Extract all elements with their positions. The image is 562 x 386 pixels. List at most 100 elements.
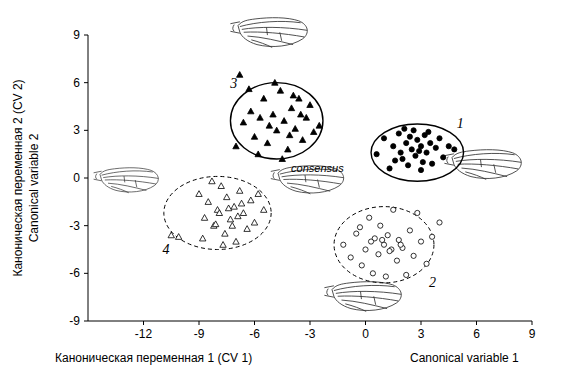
point xyxy=(290,92,296,98)
point xyxy=(225,205,231,211)
point xyxy=(311,129,317,135)
wing-vein xyxy=(291,187,311,194)
point xyxy=(368,239,373,244)
wing-icon xyxy=(444,150,521,180)
point xyxy=(428,140,433,145)
wing-crossvein xyxy=(361,292,376,305)
point xyxy=(418,239,423,244)
point xyxy=(430,234,435,239)
group-label: 1 xyxy=(457,116,464,131)
point xyxy=(424,261,429,266)
point xyxy=(261,95,267,101)
wing-vein xyxy=(251,40,272,48)
point xyxy=(316,122,322,128)
point xyxy=(237,72,243,78)
wing-outline xyxy=(100,168,158,192)
wing-vein xyxy=(345,304,366,312)
y-tick-label: -9 xyxy=(69,314,80,328)
x-tick xyxy=(143,321,144,325)
wing-outline xyxy=(452,150,521,179)
x-tick xyxy=(310,321,311,325)
point xyxy=(248,108,254,114)
wing-vein xyxy=(102,171,153,175)
point xyxy=(246,86,252,92)
point xyxy=(292,126,298,132)
chart: -12-9-6-30369-9-6-30369Каноническая пере… xyxy=(0,0,562,386)
point xyxy=(405,163,410,168)
point xyxy=(402,126,407,131)
point xyxy=(299,137,305,143)
y-tick xyxy=(84,178,88,179)
point xyxy=(387,248,392,253)
point xyxy=(413,153,418,158)
point xyxy=(348,255,353,260)
y-axis-label: Каноническая переменная 2 (CV 2) xyxy=(11,79,25,276)
point xyxy=(378,223,383,228)
point xyxy=(398,150,403,155)
x-tick-label: 9 xyxy=(529,327,536,341)
wing-vein xyxy=(103,176,158,179)
point xyxy=(396,131,401,136)
point xyxy=(212,221,218,227)
point xyxy=(255,191,261,197)
wing-icon xyxy=(230,18,307,48)
point xyxy=(426,129,431,134)
wing-crossvein xyxy=(305,175,319,188)
point xyxy=(240,210,246,216)
group-label: 4 xyxy=(162,242,169,257)
confidence-ellipse xyxy=(371,124,464,181)
point xyxy=(376,252,381,257)
point xyxy=(251,219,257,225)
y-tick-label: -3 xyxy=(69,219,80,233)
point xyxy=(175,234,181,240)
y-tick xyxy=(84,273,88,274)
y-tick-label: 3 xyxy=(73,123,80,137)
point xyxy=(400,156,405,161)
point xyxy=(229,222,235,228)
point xyxy=(279,156,285,162)
point xyxy=(417,148,422,153)
wing-vein xyxy=(242,27,308,30)
y-tick-label: 6 xyxy=(73,76,80,90)
point xyxy=(307,102,313,108)
wing-vein xyxy=(334,285,395,290)
point xyxy=(205,199,211,205)
point xyxy=(261,207,267,213)
point xyxy=(391,207,396,212)
wing-base xyxy=(271,170,280,181)
x-tick xyxy=(476,321,477,325)
point xyxy=(374,152,379,157)
x-tick xyxy=(421,321,422,325)
point xyxy=(409,147,414,152)
point xyxy=(274,127,280,133)
series-2 xyxy=(334,207,442,283)
y-tick-label: 0 xyxy=(73,171,80,185)
x-tick-label: -9 xyxy=(194,327,205,341)
series-1 xyxy=(371,124,464,181)
y-tick-label: -6 xyxy=(69,266,80,280)
y-tick-label: 9 xyxy=(73,28,80,42)
point xyxy=(446,144,451,149)
x-tick-label: 3 xyxy=(418,327,425,341)
point xyxy=(367,215,372,220)
wing-base xyxy=(230,22,240,33)
point xyxy=(266,122,272,128)
point xyxy=(452,147,457,152)
point xyxy=(415,137,420,142)
point xyxy=(231,203,237,209)
point xyxy=(437,220,442,225)
point xyxy=(286,132,292,138)
point xyxy=(285,146,291,152)
point xyxy=(218,183,224,189)
x-tick-label: 6 xyxy=(473,327,480,341)
wing-vein xyxy=(282,175,344,178)
x-tick-label: -6 xyxy=(249,327,260,341)
wing-vein xyxy=(240,21,301,26)
point xyxy=(288,105,294,111)
point xyxy=(381,136,386,141)
wing-vein xyxy=(465,172,486,180)
point xyxy=(357,225,362,230)
point xyxy=(407,228,412,233)
wing-crossvein xyxy=(481,160,496,173)
y-tick xyxy=(84,130,88,131)
